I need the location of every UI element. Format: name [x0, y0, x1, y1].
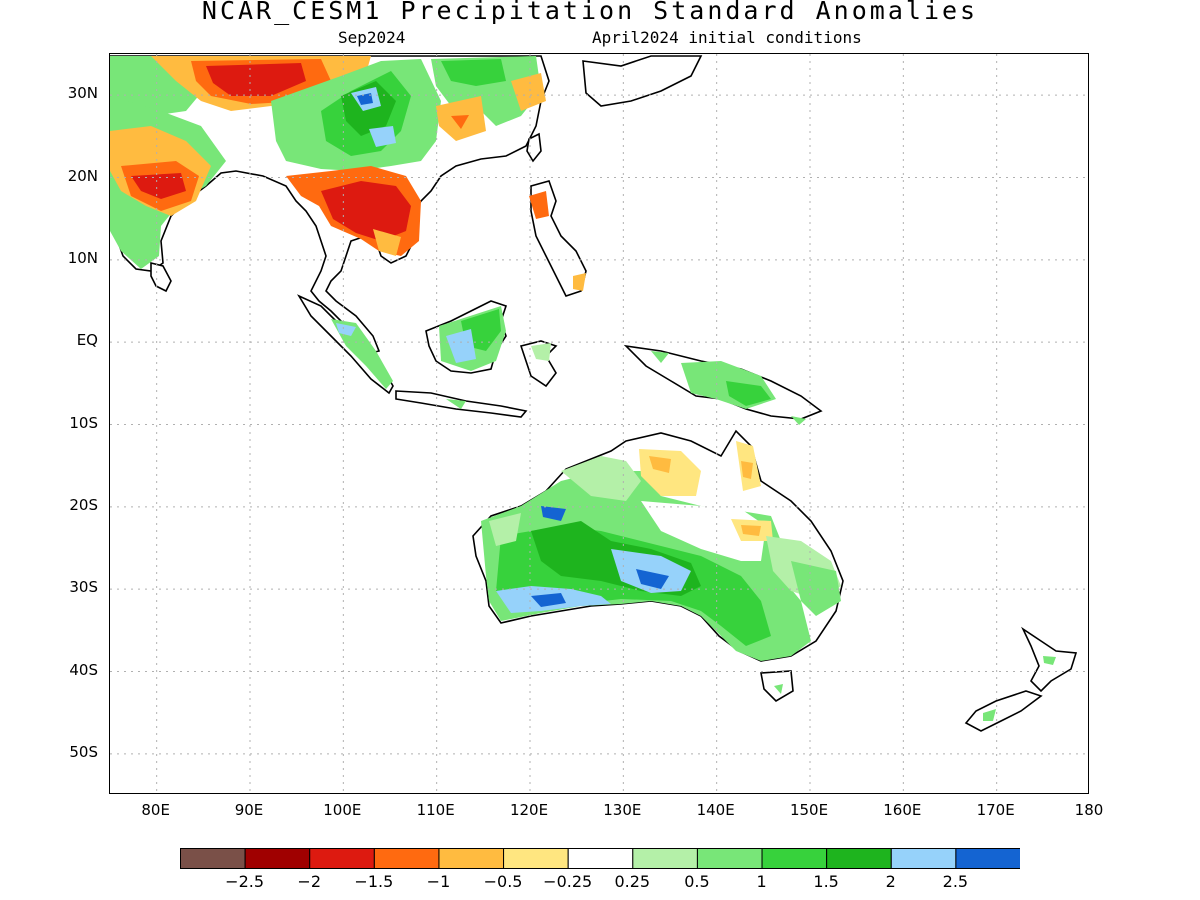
latitude-tick-label: 30N [67, 84, 98, 103]
latitude-tick-label: 20S [69, 495, 98, 514]
anomaly-region [791, 561, 841, 616]
colorbar-tick-label: −0.5 [483, 872, 523, 891]
latitude-tick-label: 30S [69, 578, 98, 597]
anomaly-region [131, 173, 186, 199]
latitude-tick-label: 20N [67, 166, 98, 185]
anomaly-region [611, 549, 691, 593]
anomaly-region [541, 506, 566, 521]
colorbar-tick-label: −0.25 [543, 872, 593, 891]
map-canvas [110, 54, 1088, 793]
colorbar-tick-label: −2 [297, 872, 322, 891]
longitude-tick-label: 110E [416, 801, 455, 819]
anomaly-region [373, 229, 401, 256]
anomaly-region [369, 126, 396, 147]
latitude-tick-label: 10S [69, 413, 98, 432]
anomaly-region [321, 181, 411, 241]
latitude-tick-label: EQ [76, 331, 98, 350]
colorbar-swatch [632, 848, 698, 869]
colorbar-swatch [567, 848, 634, 869]
anomaly-region [649, 456, 671, 473]
longitude-tick-label: 160E [883, 801, 922, 819]
colorbar-swatch [373, 848, 440, 869]
new-zealand-south [964, 690, 1043, 732]
anomaly-region [451, 115, 469, 129]
colorbar-swatch [890, 848, 957, 869]
colorbar-swatch [180, 848, 246, 869]
longitude-tick-label: 90E [234, 801, 264, 819]
anomaly-region [636, 569, 669, 589]
colorbar-swatch [503, 848, 569, 869]
anomaly-region [531, 343, 551, 361]
longitude-tick-label: 130E [603, 801, 642, 819]
anomaly-region [446, 329, 476, 363]
anomaly-region [1043, 656, 1056, 665]
longitude-tick-label: 180 [1074, 801, 1104, 819]
colorbar-swatch [761, 848, 828, 869]
anomaly-region [983, 709, 996, 721]
colorbar-swatch [309, 848, 375, 869]
latitude-tick-label: 50S [69, 742, 98, 761]
anomaly-region [573, 273, 586, 291]
colorbar-tick-label: 0.5 [684, 872, 710, 891]
anomaly-region [441, 59, 506, 86]
anomaly-region [489, 513, 521, 546]
colorbar-tick-label: 2.5 [942, 872, 969, 891]
taiwan [526, 132, 542, 163]
coastlines [110, 55, 1078, 732]
initial-conditions: April2024 initial conditions [592, 28, 862, 47]
anomaly-region [529, 191, 549, 219]
colorbar-tick-label: −2.5 [225, 872, 265, 891]
colorbar-swatch [438, 848, 505, 869]
colorbar-tick-label: 0.25 [614, 872, 651, 891]
anomaly-region [641, 501, 766, 561]
anomaly-region [651, 351, 669, 363]
map-panel [109, 53, 1089, 794]
anomaly-fills [110, 56, 1056, 721]
colorbar-swatch [696, 848, 763, 869]
anomaly-region [726, 381, 771, 406]
longitude-tick-label: 150E [789, 801, 829, 819]
longitude-tick-label: 80E [141, 801, 170, 819]
colorbar-tick-label: 1 [756, 872, 767, 891]
colorbar [180, 848, 1020, 869]
colorbar-swatch [826, 848, 892, 869]
anomaly-region [561, 456, 641, 501]
anomaly-region [331, 319, 393, 389]
colorbar-tick-label: 2 [885, 872, 896, 891]
colorbar-tick-label: −1.5 [354, 872, 394, 891]
longitude-tick-label: 170E [976, 801, 1015, 819]
anomaly-region [336, 323, 356, 336]
anomaly-region [791, 416, 806, 425]
anomaly-region [531, 593, 566, 607]
colorbar-swatch [955, 848, 1020, 869]
longitude-tick-label: 120E [509, 801, 549, 819]
anomaly-region [206, 63, 306, 96]
colorbar-swatch [244, 848, 311, 869]
japan [582, 55, 703, 107]
map-title: NCAR_CESM1 Precipitation Standard Anomal… [201, 0, 979, 25]
sri-lanka [150, 261, 172, 293]
latitude-tick-label: 10N [67, 248, 98, 267]
anomaly-region [511, 73, 546, 111]
colorbar-tick-label: 1.5 [813, 872, 839, 891]
forecast-month: Sep2024 [338, 28, 406, 47]
latitude-tick-label: 40S [69, 660, 98, 679]
anomaly-region [774, 684, 783, 694]
longitude-tick-label: 100E [323, 801, 362, 819]
colorbar-tick-label: −1 [426, 872, 451, 891]
anomaly-region [741, 461, 753, 479]
anomaly-region [741, 525, 761, 536]
longitude-tick-label: 140E [696, 801, 735, 819]
gridlines [110, 54, 1088, 793]
anomaly-region [446, 399, 466, 409]
anomaly-region [357, 93, 373, 105]
